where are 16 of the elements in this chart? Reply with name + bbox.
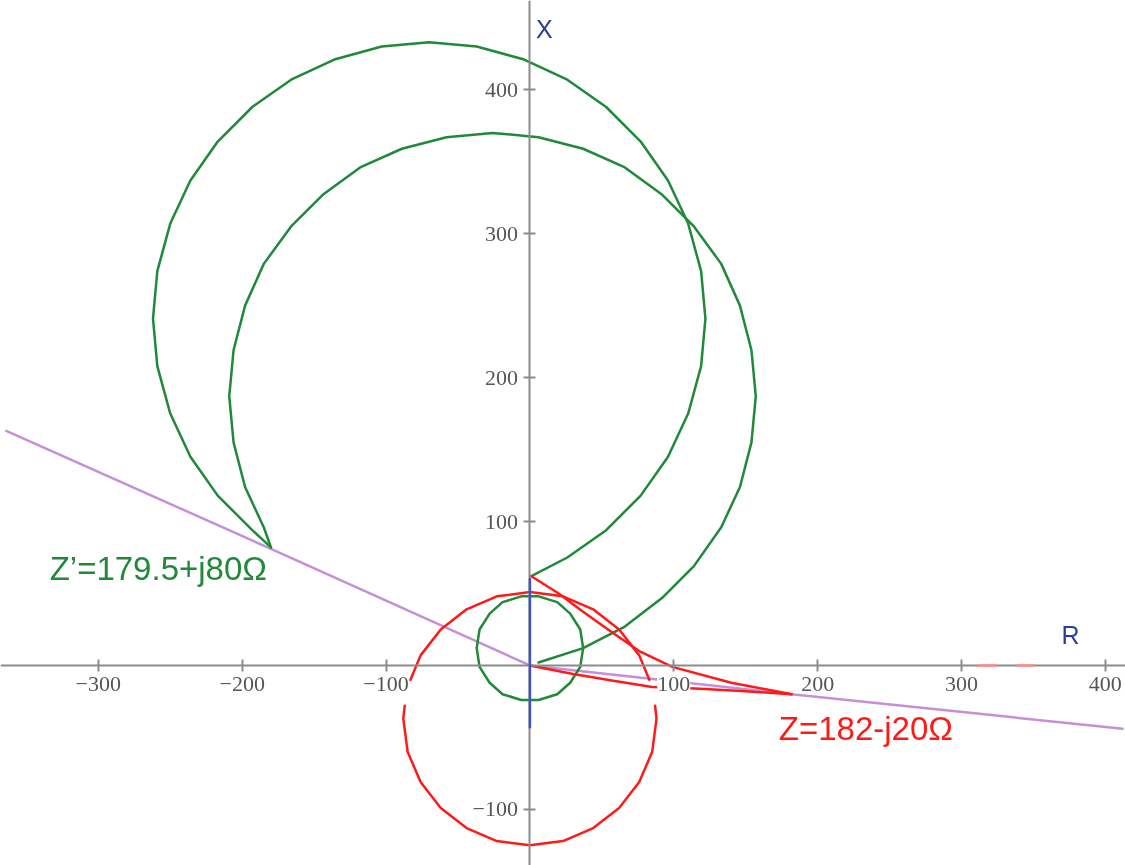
x-axis-title: R [1061,621,1080,650]
annotation: Z’=179.5+j80Ω [49,550,267,588]
x-tick-label: 200 [801,671,835,697]
y-tick-label: 400 [484,76,518,102]
y-tick-label: 300 [484,220,518,246]
y-tick-label: −100 [472,796,518,822]
x-tick-label: 100 [657,671,691,697]
x-tick-label: −300 [75,671,122,697]
y-tick-label: 200 [484,364,518,390]
annotation: Z=182-j20Ω [778,710,953,748]
x-tick-label: 300 [945,671,978,697]
x-tick-label: −100 [363,671,409,697]
y-tick-label: 100 [484,508,518,534]
x-tick-label: −200 [219,671,265,697]
y-axis-title: X [535,14,553,43]
x-tick-label: 400 [1088,671,1122,697]
